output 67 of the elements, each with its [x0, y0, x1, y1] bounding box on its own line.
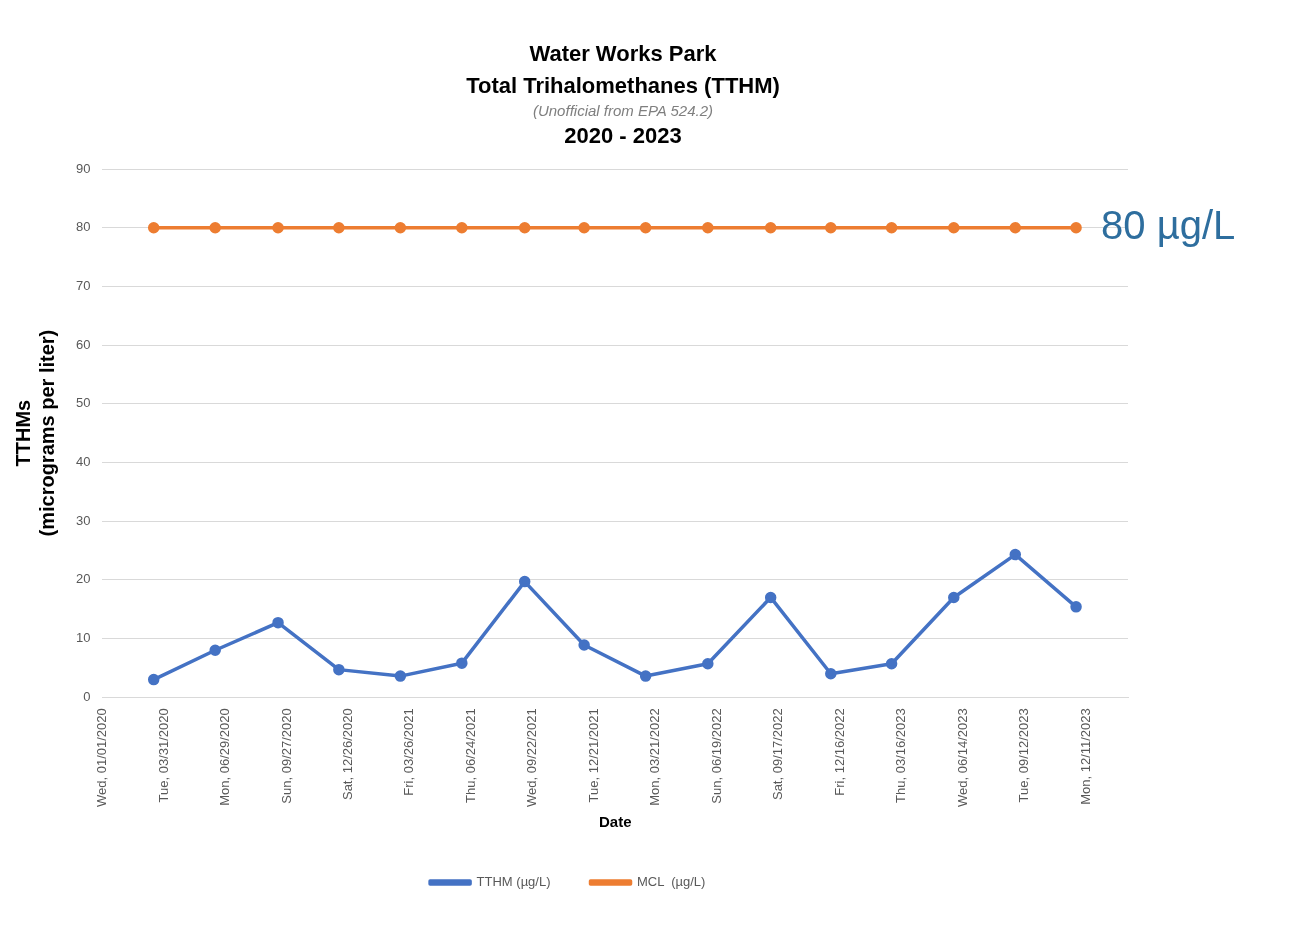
point: [209, 644, 221, 657]
point: [948, 591, 960, 604]
y-tick-label: 0: [83, 688, 91, 704]
point: [456, 657, 468, 669]
y-tick-label: 20: [75, 571, 91, 587]
point: [948, 221, 960, 234]
x-axis-title: Date: [598, 813, 632, 831]
point: [885, 658, 898, 670]
point: [825, 667, 837, 680]
y-tick-label: 80: [75, 219, 91, 235]
point: [272, 221, 284, 234]
point: [333, 221, 345, 234]
x-tick-label: Tue, 12/21/2021: [585, 708, 601, 803]
point: [272, 616, 284, 629]
point: [147, 221, 160, 234]
x-tick-label: Mon, 03/21/2022: [647, 708, 663, 806]
point: [456, 221, 468, 234]
legend-label: TTHM (µg/L): [476, 874, 551, 890]
x-tick-label: Wed, 06/14/2023: [954, 708, 970, 808]
legend-label: MCL (µg/L): [637, 874, 706, 890]
point: [578, 639, 590, 651]
point: [333, 663, 345, 676]
point: [518, 221, 531, 234]
y-tick-label: 40: [75, 454, 91, 470]
point: [702, 658, 714, 670]
x-tick-label: Sat, 09/17/2022: [770, 708, 786, 801]
x-tick-label: Thu, 06/24/2021: [462, 708, 478, 803]
point: [394, 670, 407, 682]
x-tick-label: Thu, 03/16/2023: [893, 708, 909, 803]
x-tick-label: Tue, 09/12/2023: [1016, 708, 1032, 803]
x-tick-label: Wed, 09/22/2021: [524, 708, 540, 808]
point: [1009, 548, 1022, 561]
point: [209, 221, 221, 234]
point: [147, 673, 160, 686]
y-tick-label: 10: [75, 630, 91, 646]
y-tick-label: 70: [75, 277, 91, 293]
x-tick-label: Tue, 03/31/2020: [155, 708, 171, 803]
chart-title: Water Works Park Total Trihalomethanes (TTHM): [465, 40, 781, 100]
point: [394, 221, 407, 234]
point: [578, 221, 590, 234]
chart-subtitle: (Unofficial from EPA 524.2): [531, 102, 715, 119]
x-tick-label: Mon, 06/29/2020: [217, 708, 233, 806]
y-tick-label: 60: [75, 336, 91, 352]
x-tick-label: Sun, 06/19/2022: [708, 708, 724, 804]
y-axis-title: TTHMs (micrograms per liter): [11, 329, 58, 537]
y-tick-label: 90: [75, 160, 91, 176]
point: [639, 221, 652, 234]
point: [1070, 221, 1082, 234]
point: [764, 221, 777, 234]
point: [764, 591, 777, 604]
y-tick-label: 50: [75, 395, 91, 411]
y-tick-label: 30: [75, 512, 91, 528]
text: 2020 - 2023: [563, 123, 683, 149]
point: [518, 575, 531, 588]
point: [1070, 601, 1082, 613]
x-tick-label: Fri, 12/16/2022: [831, 708, 847, 796]
point: [639, 670, 652, 682]
x-tick-label: Sun, 09/27/2020: [278, 708, 294, 804]
x-tick-label: Wed, 01/01/2020: [94, 708, 110, 808]
point: [825, 221, 837, 234]
point: [885, 221, 898, 234]
point: [1009, 221, 1022, 234]
annotation: 80 µg/L: [1101, 202, 1236, 247]
x-tick-label: Fri, 03/26/2021: [401, 708, 417, 796]
point: [702, 221, 714, 234]
x-tick-label: Sat, 12/26/2020: [340, 708, 355, 801]
x-tick-label: Mon, 12/11/2023: [1077, 708, 1093, 805]
